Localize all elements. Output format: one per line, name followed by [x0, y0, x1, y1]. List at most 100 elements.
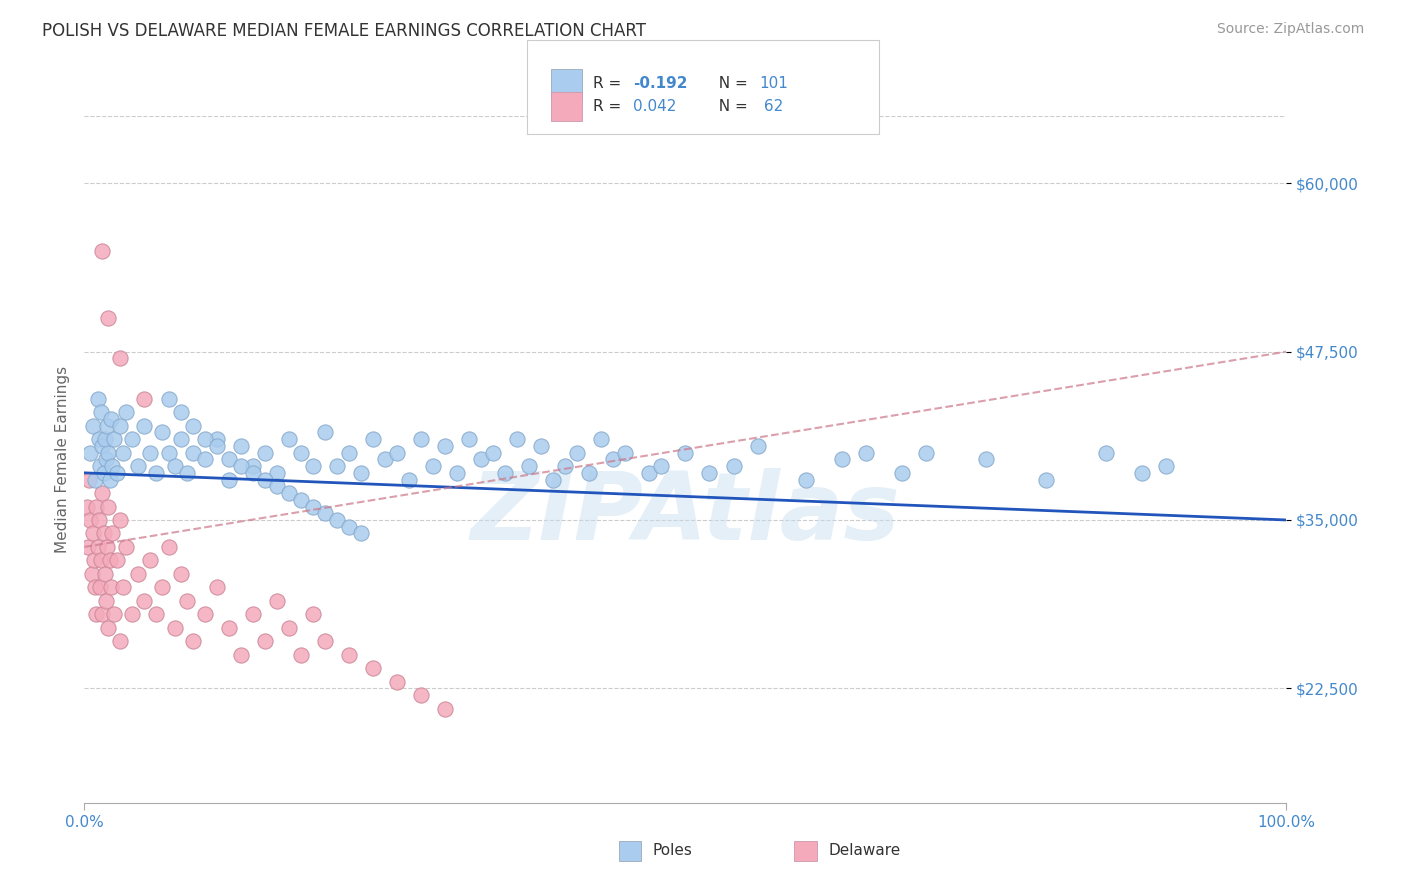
Point	[115, 540, 138, 554]
Point	[290, 648, 312, 662]
Point	[94, 452, 117, 467]
Point	[409, 688, 432, 702]
Point	[385, 445, 408, 459]
Point	[494, 466, 516, 480]
Point	[290, 492, 312, 507]
Point	[89, 459, 111, 474]
Text: Source: ZipAtlas.com: Source: ZipAtlas.com	[1216, 22, 1364, 37]
Point	[361, 661, 384, 675]
Point	[157, 445, 180, 459]
Text: 62: 62	[759, 99, 783, 114]
Text: R =: R =	[593, 76, 627, 91]
Point	[139, 553, 162, 567]
Point	[337, 648, 360, 662]
Y-axis label: Median Female Earnings: Median Female Earnings	[55, 366, 70, 553]
Point	[110, 418, 132, 433]
Text: Poles: Poles	[652, 844, 692, 858]
Point	[134, 418, 156, 433]
Point	[831, 452, 853, 467]
Point	[409, 432, 432, 446]
Point	[506, 432, 529, 446]
Point	[591, 432, 613, 446]
Point	[301, 459, 323, 474]
Point	[157, 540, 180, 554]
Text: N =: N =	[709, 99, 752, 114]
Point	[110, 513, 132, 527]
Point	[194, 432, 217, 446]
Point	[614, 445, 637, 459]
Point	[314, 425, 336, 440]
Point	[181, 634, 204, 648]
Point	[91, 486, 114, 500]
Point	[134, 392, 156, 406]
Point	[94, 566, 117, 581]
Point	[169, 405, 191, 419]
Point	[101, 459, 124, 474]
Point	[290, 445, 312, 459]
Point	[434, 701, 457, 715]
Point	[86, 392, 108, 406]
Text: Delaware: Delaware	[828, 844, 900, 858]
Point	[103, 607, 125, 622]
Point	[100, 580, 122, 594]
Point	[98, 553, 121, 567]
Point	[350, 466, 373, 480]
Point	[194, 607, 217, 622]
Point	[361, 432, 384, 446]
Point	[97, 310, 120, 325]
Point	[277, 621, 299, 635]
Point	[242, 459, 264, 474]
Point	[111, 580, 134, 594]
Point	[253, 634, 276, 648]
Point	[855, 445, 877, 459]
Point	[127, 566, 149, 581]
Point	[638, 466, 661, 480]
Point	[77, 540, 100, 554]
Point	[578, 466, 600, 480]
Point	[205, 432, 228, 446]
Point	[242, 466, 264, 480]
Point	[94, 594, 117, 608]
Point	[145, 607, 167, 622]
Point	[76, 500, 98, 514]
Point	[127, 459, 149, 474]
Point	[169, 432, 191, 446]
Point	[96, 418, 118, 433]
Point	[86, 607, 108, 622]
Point	[96, 540, 118, 554]
Point	[91, 439, 114, 453]
Point	[90, 553, 112, 567]
Point	[277, 432, 299, 446]
Point	[385, 674, 408, 689]
Point	[602, 452, 624, 467]
Point	[82, 526, 104, 541]
Point	[157, 392, 180, 406]
Point	[301, 607, 323, 622]
Point	[100, 412, 122, 426]
Point	[699, 466, 721, 480]
Point	[97, 500, 120, 514]
Point	[253, 473, 276, 487]
Point	[205, 439, 228, 453]
Point	[277, 486, 299, 500]
Point	[229, 648, 252, 662]
Point	[97, 621, 120, 635]
Point	[86, 540, 108, 554]
Point	[82, 418, 104, 433]
Point	[181, 445, 204, 459]
Point	[890, 466, 912, 480]
Point	[121, 607, 143, 622]
Text: 101: 101	[759, 76, 789, 91]
Point	[105, 466, 128, 480]
Point	[541, 473, 564, 487]
Point	[554, 459, 576, 474]
Point	[163, 621, 186, 635]
Text: N =: N =	[709, 76, 752, 91]
Point	[974, 452, 997, 467]
Point	[326, 513, 349, 527]
Point	[301, 500, 323, 514]
Point	[111, 445, 134, 459]
Point	[915, 445, 938, 459]
Point	[650, 459, 672, 474]
Point	[103, 432, 125, 446]
